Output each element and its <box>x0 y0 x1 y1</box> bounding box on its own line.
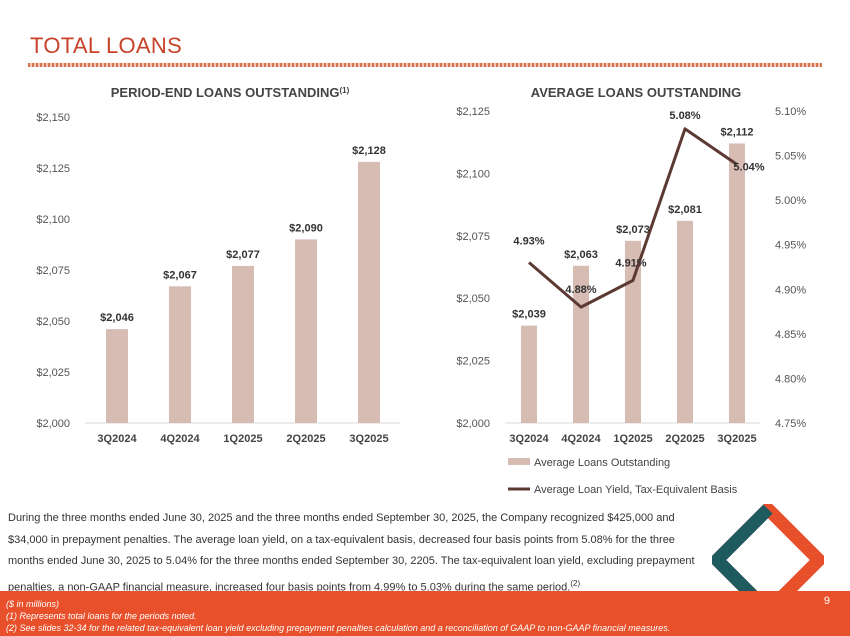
chart2-x-tick-label: 2Q2025 <box>665 433 704 445</box>
chart2-y2-tick-label: 5.05% <box>775 151 806 163</box>
chart1-bar <box>169 286 191 423</box>
chart2-y2-tick-label: 5.00% <box>775 195 806 207</box>
chart2-y-tick-label: $2,025 <box>456 356 490 368</box>
chart2-yield-line <box>528 127 738 309</box>
chart1-x-tick-label: 1Q2025 <box>223 433 262 445</box>
chart1-data-label: $2,128 <box>352 145 386 157</box>
chart1-y-tick-label: $2,150 <box>36 112 70 124</box>
chart1-x-tick-label: 3Q2024 <box>97 433 137 445</box>
chart2-y-tick-label: $2,000 <box>456 418 490 430</box>
chart2-bar-label: $2,039 <box>512 309 546 321</box>
chart2-y-tick-label: $2,125 <box>456 106 490 118</box>
chart2-line-label: 4.93% <box>513 236 544 248</box>
chart2-y2-tick-label: 4.85% <box>775 329 806 341</box>
chart2-bar <box>521 325 537 423</box>
chart1-y-tick-label: $2,025 <box>36 367 70 379</box>
chart2-line-label: 5.04% <box>733 161 764 173</box>
commentary-text: During the three months ended June 30, 2… <box>8 512 695 594</box>
period-end-loans-chart: PERIOD-END LOANS OUTSTANDING(1) $2,000 $2… <box>36 85 400 445</box>
chart2-bar <box>677 220 693 423</box>
chart2-y2-tick-label: 4.90% <box>775 284 806 296</box>
chart2-bar-label: $2,081 <box>668 204 702 216</box>
chart2-bar <box>729 143 745 423</box>
chart2-x-tick-label: 4Q2024 <box>561 433 601 445</box>
legend-bar-swatch <box>508 458 530 465</box>
commentary-paragraph: During the three months ended June 30, 2… <box>8 508 708 599</box>
chart1-data-label: $2,077 <box>226 249 260 261</box>
chart2-x-tick-label: 3Q2024 <box>509 433 549 445</box>
chart1-bar <box>295 239 317 423</box>
chart1-bar <box>232 265 254 423</box>
footer-bar: ($ in millions) (1) Represents total loa… <box>0 591 850 636</box>
chart1-y-tick-label: $2,100 <box>36 214 70 226</box>
chart2-bar <box>625 240 641 423</box>
chart1-y-tick-label: $2,075 <box>36 265 70 277</box>
footnote-2: (2) See slides 32-34 for the related tax… <box>6 623 671 633</box>
chart2-bar-label: $2,063 <box>564 249 598 261</box>
slide-title: TOTAL LOANS <box>30 33 183 58</box>
chart1-bar <box>106 329 128 423</box>
chart2-title: AVERAGE LOANS OUTSTANDING <box>531 85 741 100</box>
chart1-y-tick-label: $2,125 <box>36 163 70 175</box>
average-loans-chart: AVERAGE LOANS OUTSTANDING $2,000 $2,025 $2… <box>456 85 806 496</box>
legend-line-label: Average Loan Yield, Tax-Equivalent Basis <box>534 484 738 496</box>
commentary-footnote-ref: (2) <box>570 578 581 588</box>
title-divider <box>28 63 822 67</box>
chart2-x-tick-label: 1Q2025 <box>613 433 652 445</box>
footnote-1: (1) Represents total loans for the perio… <box>6 611 197 621</box>
chart1-y-tick-label: $2,000 <box>36 418 70 430</box>
page-number: 9 <box>823 595 830 607</box>
chart2-y2-tick-label: 4.95% <box>775 240 806 252</box>
chart2-line-label: 5.08% <box>669 110 700 122</box>
chart2-y2-tick-label: 5.10% <box>775 106 806 118</box>
chart2-y-tick-label: $2,075 <box>456 231 490 243</box>
chart2-x-tick-label: 3Q2025 <box>717 433 756 445</box>
chart1-data-label: $2,046 <box>100 312 134 324</box>
legend-bar-label: Average Loans Outstanding <box>534 457 670 469</box>
chart1-data-label: $2,090 <box>289 222 323 234</box>
chart1-y-tick-label: $2,050 <box>36 316 70 328</box>
chart1-x-tick-label: 4Q2024 <box>160 433 200 445</box>
chart1-data-label: $2,067 <box>163 269 197 281</box>
chart2-line-label: 4.91% <box>615 257 646 269</box>
chart1-bar <box>358 161 380 423</box>
chart2-y-tick-label: $2,100 <box>456 168 490 180</box>
footnote-units: ($ in millions) <box>6 599 60 609</box>
chart2-y-tick-label: $2,050 <box>456 293 490 305</box>
chart2-y2-tick-label: 4.80% <box>775 373 806 385</box>
chart1-x-tick-label: 2Q2025 <box>286 433 325 445</box>
chart1-x-tick-label: 3Q2025 <box>349 433 388 445</box>
chart1-title: PERIOD-END LOANS OUTSTANDING(1) <box>111 85 350 100</box>
chart2-y2-tick-label: 4.75% <box>775 418 806 430</box>
chart2-bar-label: $2,112 <box>720 126 753 138</box>
chart2-line-label: 4.88% <box>565 284 596 296</box>
chart2-bar-label: $2,073 <box>616 224 650 236</box>
